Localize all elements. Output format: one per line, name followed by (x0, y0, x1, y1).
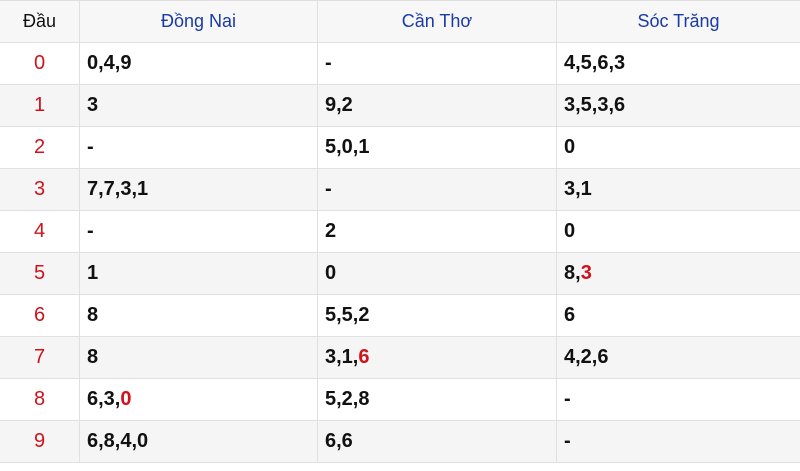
cell-can-tho: 0 (317, 252, 557, 295)
cell-soc-trang: 3,1 (556, 168, 800, 211)
digits: 0 (564, 220, 576, 242)
digits: 6,6 (325, 430, 353, 452)
cell-dong-nai: 6,3,0 (79, 378, 318, 421)
header-row: Đầu Đồng Nai Cần Thơ Sóc Trăng (0, 0, 800, 43)
digits: 8 (87, 346, 99, 368)
cell-dong-nai: - (79, 210, 318, 253)
digits: 8 (87, 304, 99, 326)
cell-dong-nai: 3 (79, 84, 318, 127)
cell-can-tho: - (317, 42, 557, 85)
cell-dong-nai: - (79, 126, 318, 169)
header-can-tho: Cần Thơ (317, 0, 557, 43)
dau-cell: 7 (0, 336, 80, 379)
dau-cell: 8 (0, 378, 80, 421)
table-row: 4- 2 0 (0, 210, 800, 253)
table-row: 3 7,7,3,1 - 3,1 (0, 168, 800, 211)
digits: 0,4,9 (87, 52, 132, 74)
digits: - (87, 220, 94, 242)
cell-can-tho: 3,1,6 (317, 336, 557, 379)
header-soc-trang: Sóc Trăng (556, 0, 800, 43)
cell-dong-nai: 8 (79, 336, 318, 379)
digits: 4,5,6,3 (564, 52, 626, 74)
digits: 3,1 (564, 178, 592, 200)
cell-soc-trang: - (556, 378, 800, 421)
dau-cell: 1 (0, 84, 80, 127)
cell-soc-trang: - (556, 420, 800, 463)
digits: 2 (325, 220, 337, 242)
cell-soc-trang: 0 (556, 210, 800, 253)
highlighted-digit: 0 (120, 388, 132, 410)
digits: - (564, 388, 571, 410)
digits: 6,8,4,0 (87, 430, 149, 452)
cell-dong-nai: 7,7,3,1 (79, 168, 318, 211)
cell-soc-trang: 0 (556, 126, 800, 169)
digits: 9,2 (325, 94, 353, 116)
table-row: 2- 5,0,1 0 (0, 126, 800, 169)
digits: 5,5,2 (325, 304, 370, 326)
digits: 1 (87, 262, 99, 284)
table-row: 5 1 0 8,3 (0, 252, 800, 295)
digits: 3,5,3,6 (564, 94, 626, 116)
digits: - (325, 52, 332, 74)
digits: 5,2,8 (325, 388, 370, 410)
cell-dong-nai: 6,8,4,0 (79, 420, 318, 463)
cell-can-tho: 2 (317, 210, 557, 253)
cell-can-tho: 5,5,2 (317, 294, 557, 337)
cell-dong-nai: 0,4,9 (79, 42, 318, 85)
table-row: 1 3 9,2 3,5,3,6 (0, 84, 800, 127)
cell-dong-nai: 1 (79, 252, 318, 295)
table-body: 0 0,4,9-4,5,6,3 1 3 9,2 3,5,3,6 2-5,0,1 0 3 7,7,3… (0, 42, 800, 463)
digits: 5,0,1 (325, 136, 370, 158)
dau-cell: 3 (0, 168, 80, 211)
digits: 8, (564, 262, 581, 284)
header-dau: Đầu (0, 0, 80, 43)
cell-can-tho: 6,6 (317, 420, 557, 463)
table-row: 6 8 5,5,2 6 (0, 294, 800, 337)
table-row: 9 6,8,4,0 6,6 - (0, 420, 800, 463)
cell-soc-trang: 6 (556, 294, 800, 337)
digits: 4,2,6 (564, 346, 609, 368)
table-row: 0 0,4,9 - 4,5,6,3 (0, 42, 800, 85)
digits: - (564, 430, 571, 452)
cell-can-tho: 5,0,1 (317, 126, 557, 169)
dau-cell: 4 (0, 210, 80, 253)
table-row: 7 8 3,1,6 4,2,6 (0, 336, 800, 379)
highlighted-digit: 6 (358, 346, 370, 368)
digits: 0 (564, 136, 576, 158)
dau-cell: 6 (0, 294, 80, 337)
cell-soc-trang: 3,5,3,6 (556, 84, 800, 127)
digits: - (325, 178, 332, 200)
cell-soc-trang: 4,2,6 (556, 336, 800, 379)
cell-soc-trang: 4,5,6,3 (556, 42, 800, 85)
digits: - (87, 136, 94, 158)
digits: 3,1, (325, 346, 359, 368)
highlighted-digit: 3 (580, 262, 592, 284)
cell-can-tho: 5,2,8 (317, 378, 557, 421)
cell-soc-trang: 8,3 (556, 252, 800, 295)
cell-can-tho: 9,2 (317, 84, 557, 127)
cell-dong-nai: 8 (79, 294, 318, 337)
header-dong-nai: Đồng Nai (79, 0, 318, 43)
cell-can-tho: - (317, 168, 557, 211)
dau-cell: 2 (0, 126, 80, 169)
digits: 7,7,3,1 (87, 178, 149, 200)
dau-cell: 0 (0, 42, 80, 85)
digits: 6,3, (87, 388, 121, 410)
digits: 3 (87, 94, 99, 116)
digits: 0 (325, 262, 337, 284)
dau-cell: 9 (0, 420, 80, 463)
table-row: 8 6,3,0 5,2,8- (0, 378, 800, 421)
digits: 6 (564, 304, 576, 326)
dau-cell: 5 (0, 252, 80, 295)
